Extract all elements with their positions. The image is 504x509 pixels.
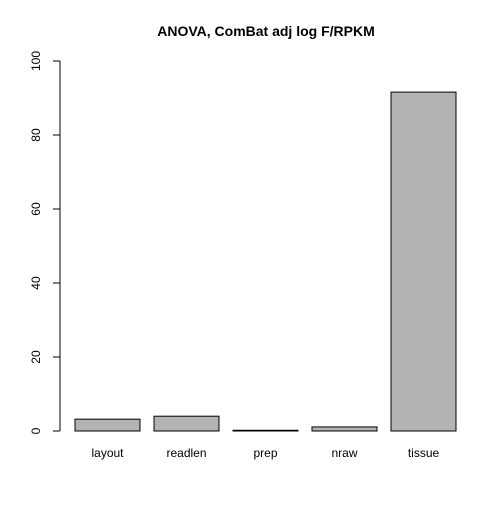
bar-prep bbox=[232, 429, 299, 432]
y-tick-label: 100 bbox=[29, 51, 43, 71]
y-axis: 0 20 40 60 80 100 bbox=[29, 51, 61, 434]
y-tick-label: 40 bbox=[29, 276, 43, 290]
bar-tissue bbox=[390, 91, 457, 432]
bar-layout bbox=[74, 418, 141, 432]
x-tick-label: nraw bbox=[331, 446, 357, 460]
y-tick-label: 0 bbox=[29, 427, 43, 434]
chart-title: ANOVA, ComBat adj log F/RPKM bbox=[157, 23, 375, 39]
bar-nraw bbox=[311, 426, 378, 432]
x-tick-labels: layout readlen prep nraw tissue bbox=[91, 446, 439, 460]
bar-readlen bbox=[153, 415, 220, 432]
x-tick-label: tissue bbox=[408, 446, 440, 460]
x-tick-label: layout bbox=[91, 446, 124, 460]
y-tick-label: 60 bbox=[29, 202, 43, 216]
x-tick-label: prep bbox=[253, 446, 277, 460]
y-tick-label: 20 bbox=[29, 350, 43, 364]
x-tick-label: readlen bbox=[166, 446, 206, 460]
y-tick-label: 80 bbox=[29, 128, 43, 142]
bars-group bbox=[74, 91, 457, 432]
